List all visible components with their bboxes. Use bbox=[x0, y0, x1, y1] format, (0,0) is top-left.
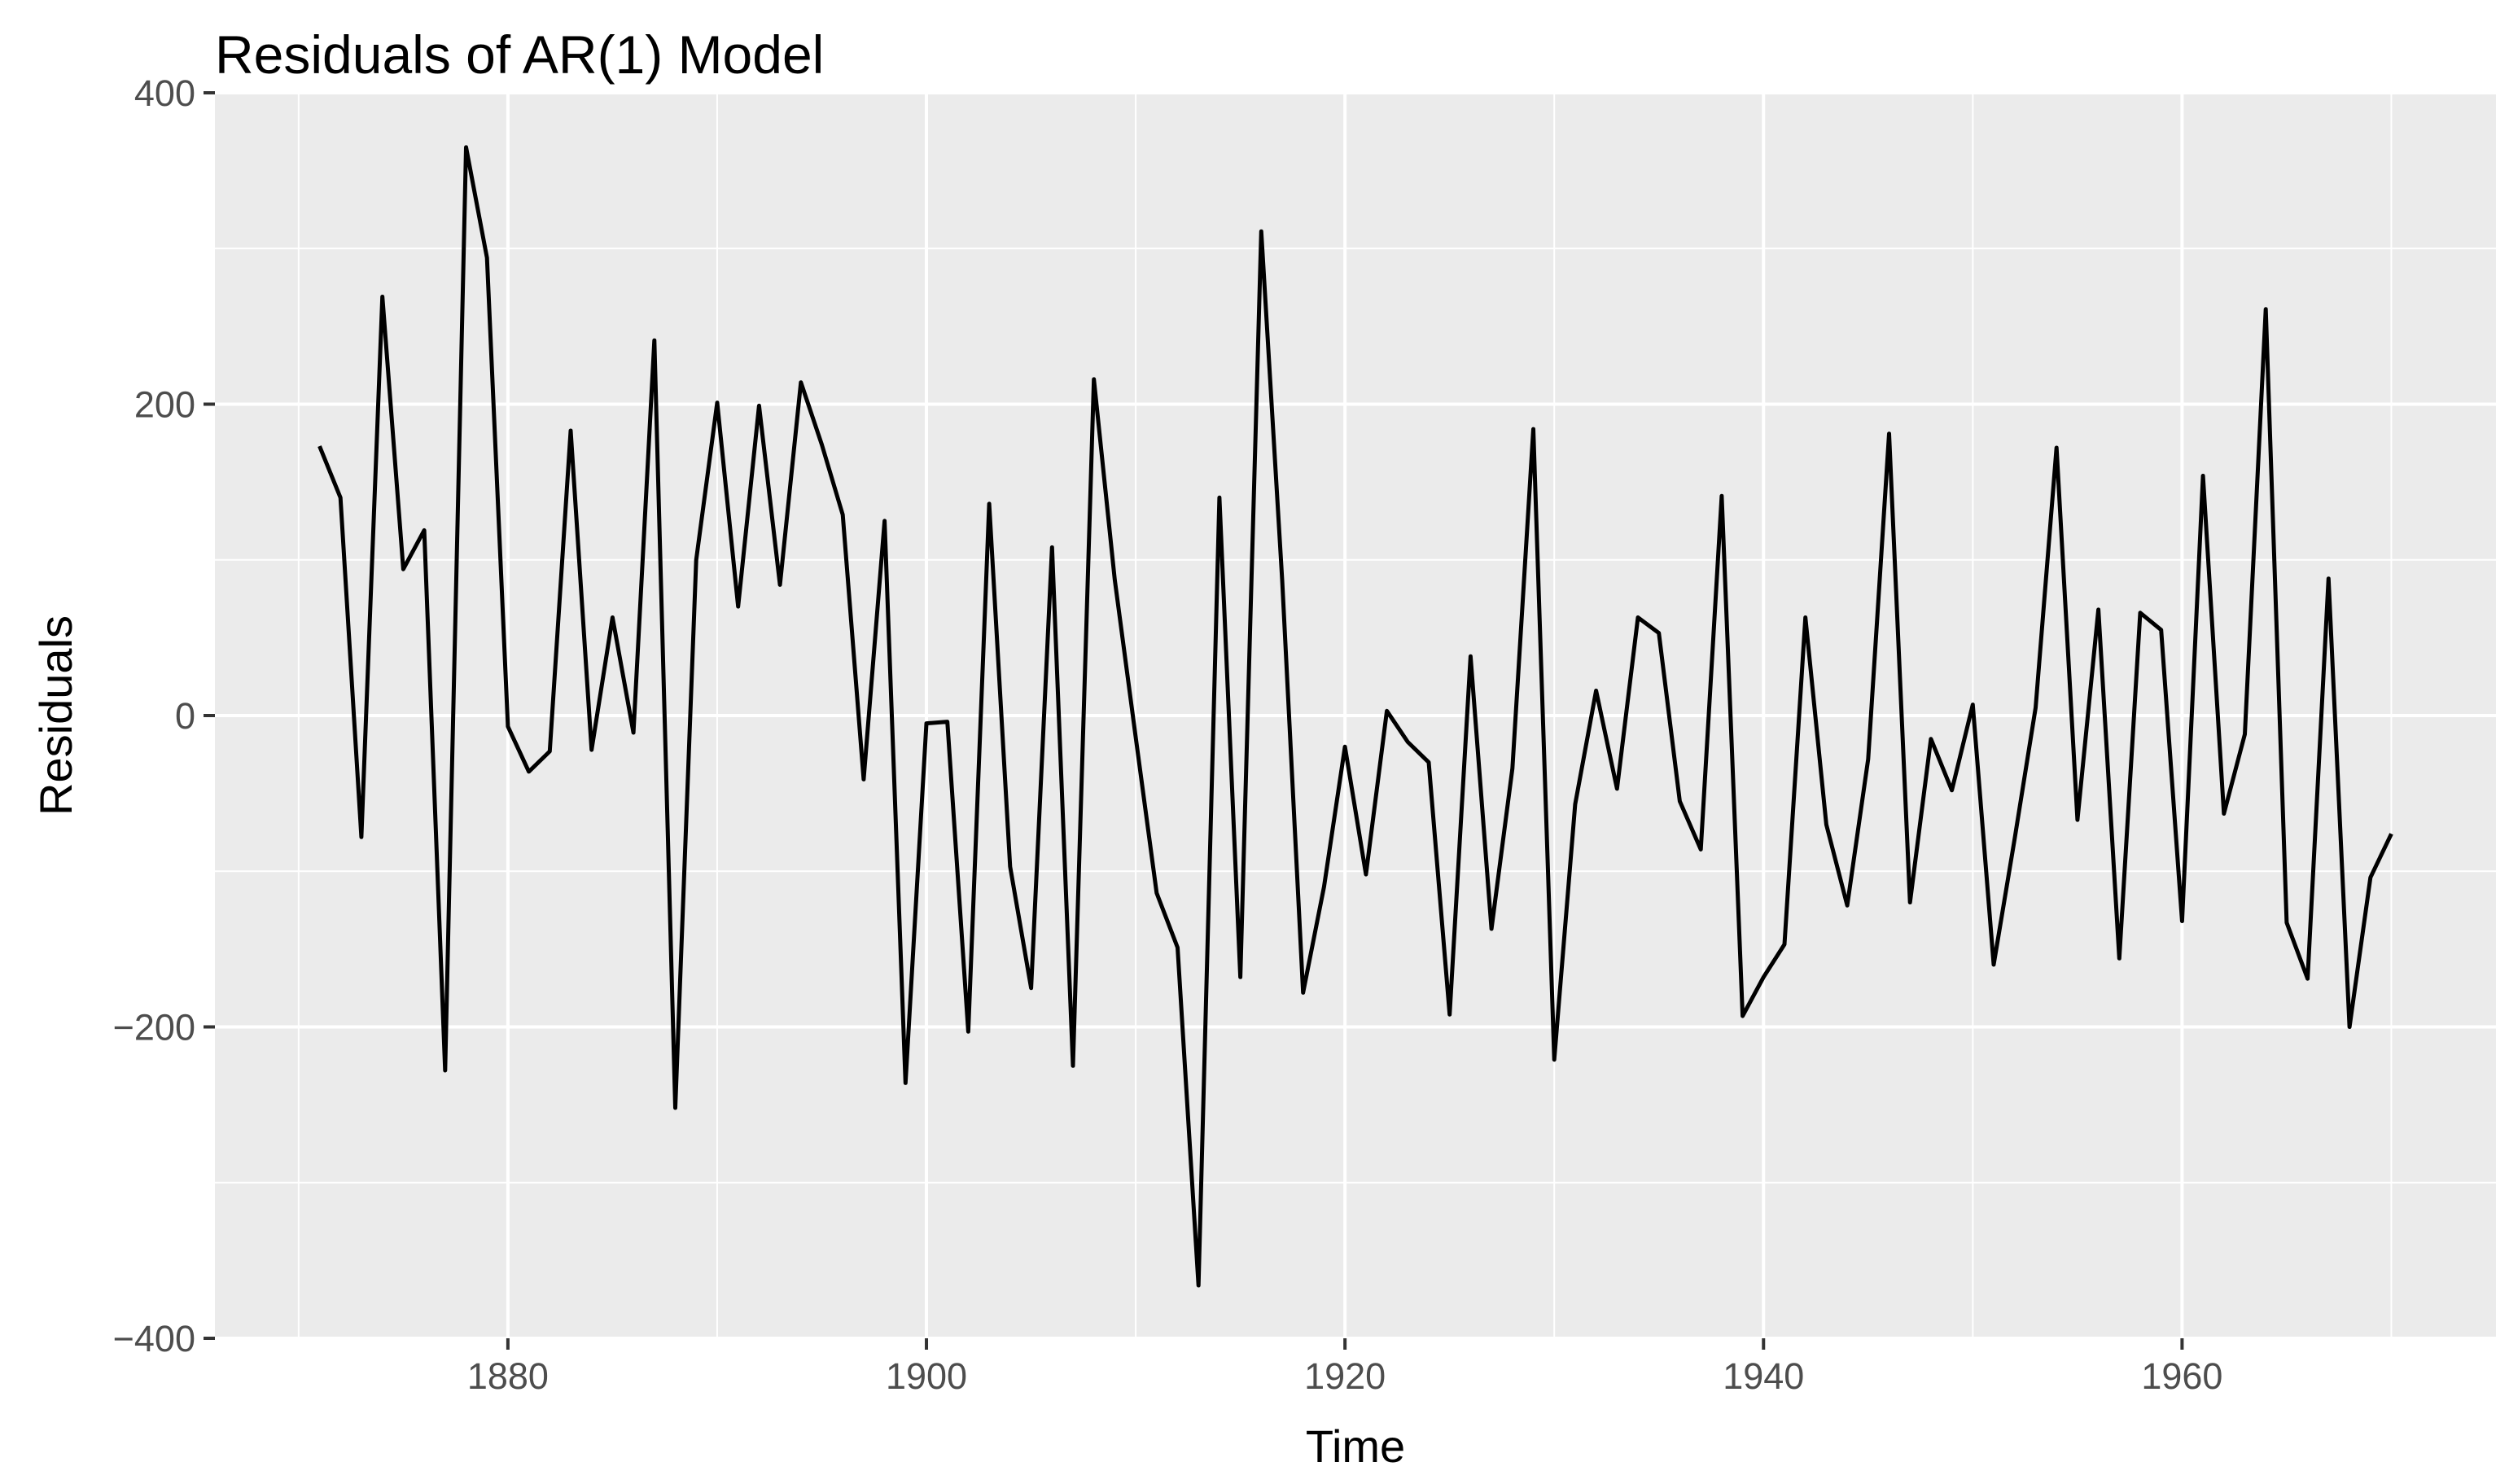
x-tick-label: 1960 bbox=[2141, 1355, 2222, 1397]
y-tick-label: 400 bbox=[134, 72, 195, 114]
y-tick-label: −200 bbox=[113, 1007, 195, 1048]
chart-title: Residuals of AR(1) Model bbox=[215, 24, 824, 85]
x-tick-label: 1940 bbox=[1723, 1355, 1804, 1397]
residuals-series-line bbox=[317, 145, 2393, 1288]
x-axis-title: Time bbox=[1306, 1421, 1405, 1472]
y-axis: −400 −200 0 200 400 bbox=[113, 72, 215, 1359]
y-axis-title: Residuals bbox=[30, 615, 81, 816]
x-tick-label: 1900 bbox=[886, 1355, 967, 1397]
y-tick-label: 200 bbox=[134, 384, 195, 426]
y-tick-label: 0 bbox=[175, 695, 195, 737]
x-tick-label: 1920 bbox=[1304, 1355, 1386, 1397]
series-layer bbox=[317, 145, 2393, 1288]
y-tick-label: −400 bbox=[113, 1318, 195, 1359]
x-tick-label: 1880 bbox=[467, 1355, 549, 1397]
x-axis: 1880 1900 1920 1940 1960 bbox=[467, 1338, 2222, 1397]
